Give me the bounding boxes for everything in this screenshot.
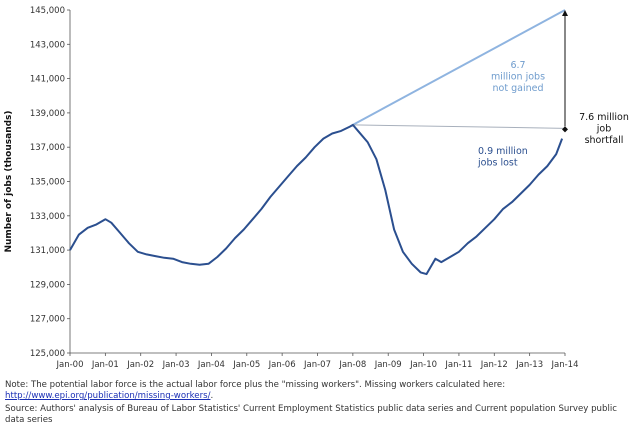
chart-note: Note: The potential labor force is the a… [5,380,635,402]
y-tick-label: 145,000 [30,6,65,16]
x-tick-label: Jan-09 [374,360,402,370]
flat-reference-line [352,124,566,129]
y-tick-label: 133,000 [30,212,65,222]
y-axis-label: Number of jobs (thousands) [4,110,14,252]
x-tick-label: Jan-07 [303,360,331,370]
x-tick-label: Jan-03 [162,360,190,370]
jobs-lost-annotation: 0.9 million jobs lost [477,146,528,169]
x-tick-label: Jan-08 [338,360,366,370]
x-tick-label: Jan-01 [91,360,119,370]
plot-area [69,9,566,276]
shortfall-annotation-line: job [596,124,611,135]
y-tick-label: 143,000 [30,40,65,50]
y-tick-label: 129,000 [30,280,65,290]
jobs-line-chart: 125,000 127,000 129,000 131,000 133,000 135,0… [4,6,629,370]
x-tick-label: Jan-00 [56,360,84,370]
shortfall-annotation: 7.6 million job shortfall [579,112,629,146]
axes: 125,000 127,000 129,000 131,000 133,000 135,0… [4,6,579,370]
y-tick-label: 135,000 [30,178,65,188]
y-tick-label: 141,000 [30,75,65,85]
shortfall-marker [562,126,568,133]
not-gained-annotation-line: million jobs [491,72,545,83]
x-tick-label: Jan-02 [126,360,154,370]
shortfall-annotation-line: 7.6 million [579,112,629,123]
x-tick-label: Jan-12 [480,360,508,370]
chart-source: Source: Authors' analysis of Bureau of L… [5,404,617,425]
x-tick-label: Jan-11 [444,360,472,370]
x-tick-label: Jan-05 [232,360,260,370]
x-tick-label: Jan-04 [197,360,225,370]
x-tick-label: Jan-10 [409,360,437,370]
not-gained-annotation-line: not gained [493,83,544,94]
actual-jobs-line [69,123,564,276]
y-tick-label: 139,000 [30,109,65,119]
x-tick-label: Jan-06 [268,360,296,370]
y-tick-label: 127,000 [30,315,65,325]
y-tick-label: 125,000 [30,349,65,359]
not-gained-annotation-line: 6.7 [510,60,525,71]
note-text: Note: The potential labor force is the a… [5,380,506,390]
jobs-lost-annotation-line: jobs lost [477,158,518,169]
y-tick-label: 131,000 [30,246,65,256]
note-suffix: . [210,391,214,401]
shortfall-annotation-line: shortfall [585,135,624,146]
not-gained-annotation: 6.7 million jobs not gained [491,60,545,94]
potential-jobs-line [352,9,566,126]
missing-workers-link[interactable]: http://www.epi.org/publication/missing-w… [5,391,211,401]
jobs-lost-annotation-line: 0.9 million [478,146,528,157]
x-tick-label: Jan-14 [551,360,579,370]
x-tick-label: Jan-13 [515,360,543,370]
y-tick-label: 137,000 [30,143,65,153]
